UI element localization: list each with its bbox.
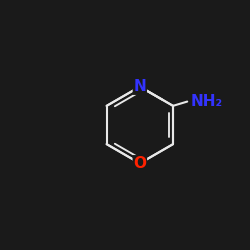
Text: NH₂: NH₂ — [191, 94, 223, 109]
Text: N: N — [134, 79, 146, 94]
Text: O: O — [133, 156, 146, 171]
